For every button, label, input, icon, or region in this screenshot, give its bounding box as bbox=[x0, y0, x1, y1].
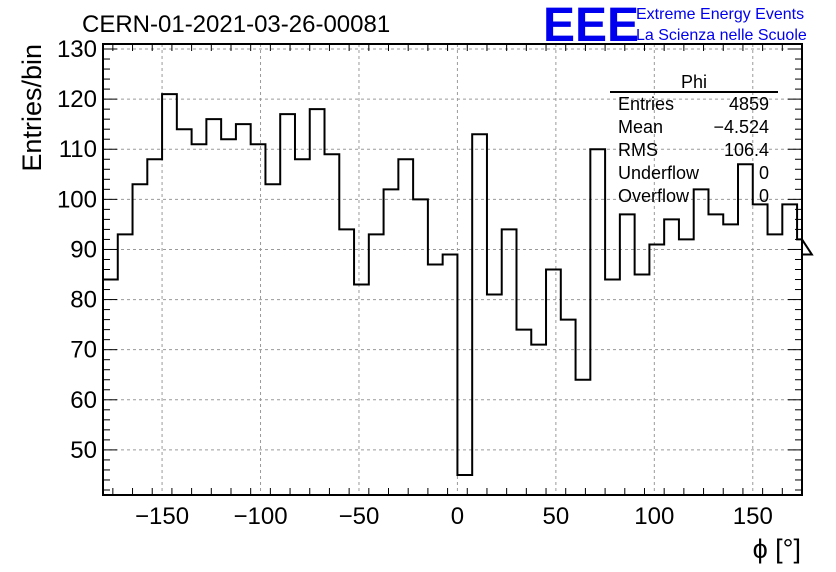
y-tick-label: 100 bbox=[57, 186, 97, 213]
stats-value-entries: 4859 bbox=[729, 94, 769, 114]
y-tick-label: 80 bbox=[70, 287, 97, 314]
y-tick-label: 110 bbox=[59, 136, 97, 163]
stats-value-overflow: 0 bbox=[759, 186, 769, 206]
x-tick-label: −100 bbox=[233, 503, 287, 530]
x-tick-label: 50 bbox=[543, 503, 570, 530]
x-tick-label: 100 bbox=[634, 503, 674, 530]
stats-label-rms: RMS bbox=[618, 140, 658, 160]
axes: −150 −100 −50 0 50 100 150 50 60 70 80 90 100 110 120 1… bbox=[57, 36, 803, 530]
chart-title: CERN-01-2021-03-26-00081 bbox=[82, 11, 390, 38]
histogram-line bbox=[103, 93, 814, 476]
x-tick-label: −150 bbox=[135, 503, 189, 530]
stats-value-mean: −4.524 bbox=[713, 117, 769, 137]
y-tick-label: 50 bbox=[70, 437, 97, 464]
stats-value-rms: 106.4 bbox=[724, 140, 769, 160]
eee-logo-line1: Extreme Energy Events bbox=[636, 6, 804, 23]
x-tick-label: −50 bbox=[339, 503, 380, 530]
stats-label-mean: Mean bbox=[618, 117, 663, 137]
y-tick-label: 130 bbox=[57, 36, 97, 63]
stats-label-entries: Entries bbox=[618, 94, 674, 114]
stats-box: Phi Entries 4859 Mean −4.524 RMS 106.4 U… bbox=[610, 72, 778, 206]
eee-logo: EEE Extreme Energy Events La Scienza nel… bbox=[543, 0, 807, 52]
x-axis-label: ϕ [°] bbox=[753, 534, 801, 564]
stats-value-underflow: 0 bbox=[759, 163, 769, 183]
y-tick-label: 70 bbox=[70, 337, 97, 364]
y-tick-label: 90 bbox=[70, 236, 97, 263]
y-tick-label: 60 bbox=[70, 387, 97, 414]
x-tick-label: 150 bbox=[733, 503, 773, 530]
y-tick-label: 120 bbox=[57, 86, 97, 113]
stats-label-overflow: Overflow bbox=[618, 186, 690, 206]
y-axis-label: Entries/bin bbox=[17, 44, 47, 172]
stats-label-underflow: Underflow bbox=[618, 163, 700, 183]
grid bbox=[103, 44, 802, 495]
stats-box-name: Phi bbox=[681, 72, 707, 92]
plot-frame bbox=[102, 43, 803, 496]
x-tick-label: 0 bbox=[451, 503, 464, 530]
eee-logo-line2: La Scienza nelle Scuole bbox=[636, 27, 807, 44]
